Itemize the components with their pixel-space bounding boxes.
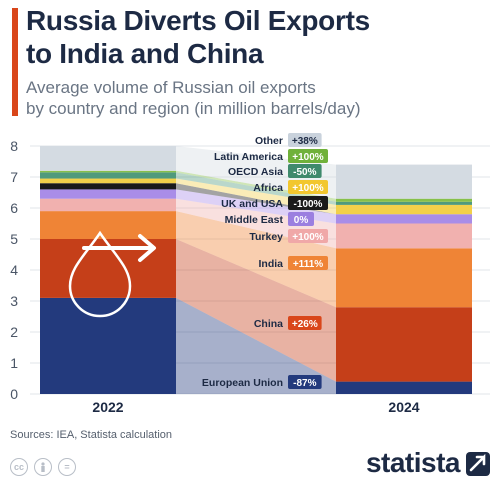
series-label: Other [255,135,283,147]
y-tick-label: 7 [10,169,18,185]
y-tick-label: 0 [10,386,18,402]
y-tick-label: 5 [10,231,18,247]
y-tick-label: 1 [10,355,18,371]
series-label: European Union [202,377,283,389]
person-icon[interactable] [34,458,52,476]
change-label: +38% [292,136,318,147]
bar-segment [336,223,472,249]
flow-band [176,239,336,382]
y-tick-label: 2 [10,324,18,340]
change-badge [288,133,322,147]
change-label: +100% [292,232,324,243]
bar-segment [40,189,176,199]
series-label: India [258,258,283,270]
bar-segment [336,164,472,199]
change-label: -87% [293,378,316,389]
change-badge [288,316,322,330]
stacked-bar-chart: 0 1 2 3 4 5 6 7 8 2022 2024 European Union -87% China… [10,133,490,415]
change-label: 0% [294,215,309,226]
arrow-right-icon [82,234,156,262]
change-badge [288,180,328,194]
series-label: Middle East [225,214,284,226]
chart-title: Russia Diverts Oil Exports to India and … [26,4,486,70]
bar-segment [40,183,176,190]
change-badge [288,212,314,226]
bar-segment [336,201,472,205]
change-badge [288,375,322,389]
series-label: UK and USA [221,198,283,210]
flow-band [176,297,336,394]
bar-segment [40,170,176,173]
title-line-1: Russia Diverts Oil Exports [26,5,370,36]
title-accent-bar [12,8,18,116]
y-tick-label: 4 [10,262,18,278]
statista-logo-icon [466,452,490,476]
change-badge [288,149,328,163]
subtitle-line-1: Average volume of Russian oil exports [26,78,316,97]
equals-icon[interactable]: = [58,458,76,476]
bar-segment [336,307,472,382]
change-badge [288,229,328,243]
title-line-2: to India and China [26,38,264,69]
change-label: -100% [294,199,323,210]
x-tick-label: 2022 [92,399,123,415]
flow-band [176,211,336,308]
bar-segment [40,172,176,179]
bar-segment [336,248,472,308]
chart-subtitle: Average volume of Russian oil exports by… [26,77,446,119]
bar-segment [40,211,176,239]
bar-segment [40,297,176,394]
change-badge [288,256,328,270]
change-label: +100% [292,183,324,194]
cc-icon[interactable]: cc [10,458,28,476]
license-icons: cc = [10,458,76,476]
source-note: Sources: IEA, Statista calculation [10,429,173,441]
bar-segment [40,178,176,184]
change-badge [288,164,322,178]
x-tick-label: 2024 [388,399,419,415]
y-tick-label: 3 [10,293,18,309]
series-label: China [254,318,283,330]
subtitle-line-2: by country and region (in million barrel… [26,99,361,118]
series-label: Africa [253,182,283,194]
bar-segment [40,146,176,171]
brand-logo-text[interactable]: statista [365,447,461,478]
bar-segment [336,204,472,215]
y-tick-label: 8 [10,138,18,154]
y-tick-label: 6 [10,200,18,216]
series-label: Turkey [249,231,283,243]
change-label: +111% [293,259,323,270]
change-label: +26% [292,319,318,330]
oil-drop-icon [68,230,132,318]
bar-segment [336,198,472,202]
bar-segment [336,214,472,224]
bar-segment [336,381,472,394]
series-label: OECD Asia [228,166,283,178]
change-label: -50% [293,167,316,178]
change-label: +100% [292,152,324,163]
bar-segment [40,198,176,212]
series-label: Latin America [214,151,283,163]
flow-band [176,170,336,202]
change-badge [288,196,328,210]
